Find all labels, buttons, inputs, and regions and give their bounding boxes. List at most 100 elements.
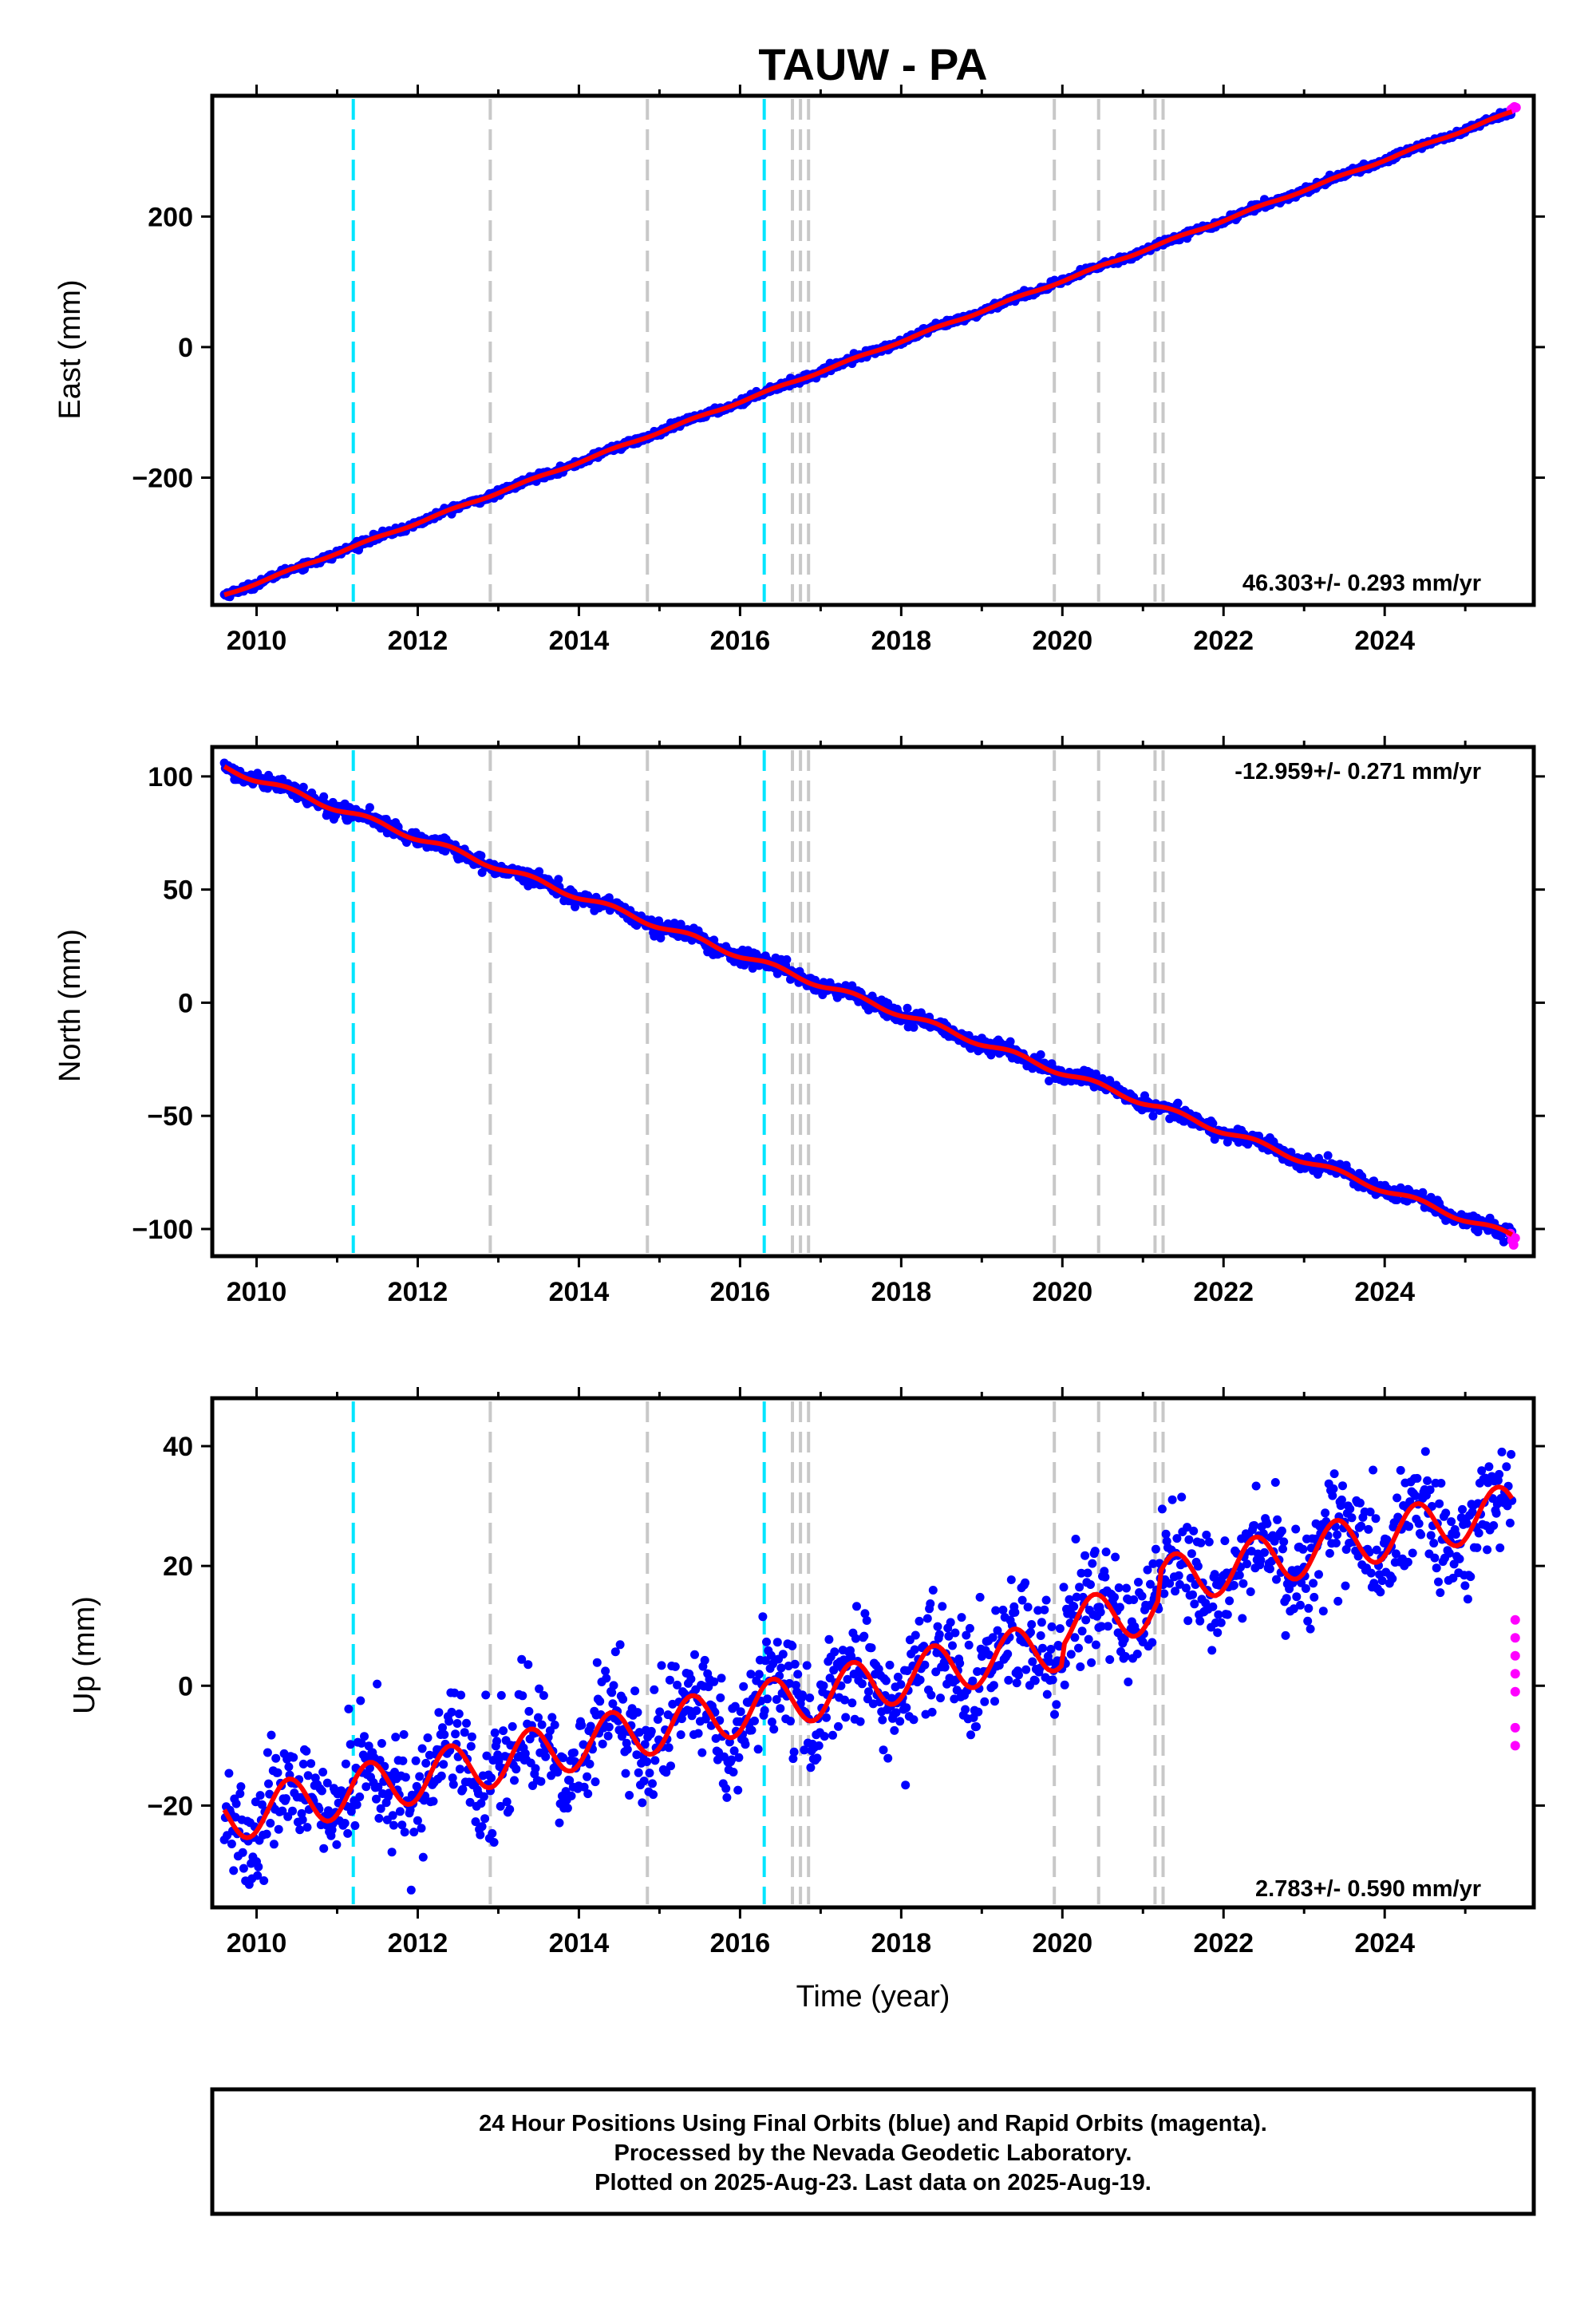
up-point [990, 1697, 999, 1706]
up-point [1030, 1676, 1040, 1686]
up-point [1143, 1565, 1152, 1575]
up-point [778, 1650, 788, 1659]
up-point [1303, 1616, 1313, 1626]
up-point [458, 1784, 468, 1794]
up-point [487, 1773, 496, 1783]
up-point [1052, 1700, 1061, 1709]
up-point [824, 1634, 834, 1644]
up-point [1165, 1579, 1175, 1588]
up-point [700, 1655, 709, 1665]
up-point [547, 1713, 557, 1722]
up-point [421, 1758, 431, 1768]
up-point [1382, 1535, 1392, 1544]
up-point [1403, 1557, 1412, 1567]
north-point [298, 782, 308, 792]
up-point [1186, 1573, 1195, 1583]
up-point [1214, 1610, 1223, 1619]
up-point [965, 1623, 974, 1633]
north-point [319, 792, 329, 801]
up-point [1193, 1562, 1203, 1571]
up-point [1460, 1581, 1470, 1591]
up-point [800, 1745, 809, 1755]
up-point [1080, 1551, 1090, 1560]
up-point [281, 1794, 290, 1804]
up-point [948, 1641, 957, 1650]
up-point [690, 1650, 699, 1659]
up-point [609, 1681, 618, 1690]
up-point [1355, 1498, 1365, 1508]
up-point [673, 1680, 682, 1690]
up-point [830, 1647, 839, 1657]
up-point [725, 1737, 734, 1747]
up-point [352, 1800, 361, 1809]
up-point [389, 1820, 398, 1830]
up-point [962, 1630, 971, 1640]
up-point [476, 1830, 485, 1840]
up-point [423, 1733, 433, 1742]
up-ytick-label: 20 [163, 1551, 193, 1582]
up-point [1451, 1530, 1460, 1539]
up-point [896, 1680, 906, 1690]
east-xtick-label: 2014 [549, 626, 610, 656]
up-point [1105, 1655, 1115, 1664]
up-point [1004, 1675, 1013, 1685]
east-xtick-label: 2020 [1032, 626, 1092, 656]
north-point [1148, 1111, 1158, 1120]
up-point [721, 1784, 731, 1793]
up-point [890, 1725, 899, 1735]
up-point [364, 1741, 373, 1751]
up-point [1279, 1537, 1289, 1547]
north-point [1005, 1037, 1015, 1046]
up-point [1353, 1551, 1363, 1561]
up-point [1171, 1587, 1180, 1596]
up-point [758, 1612, 768, 1622]
up-point [1423, 1476, 1432, 1485]
footer-box: 24 Hour Positions Using Final Orbits (bl… [210, 2087, 1536, 2216]
north-point [554, 875, 563, 884]
up-point [259, 1876, 269, 1885]
up-point [657, 1661, 666, 1670]
up-point [434, 1708, 444, 1717]
up-point [1278, 1544, 1287, 1554]
up-point [397, 1820, 407, 1830]
east-ytick-label: 200 [148, 202, 193, 232]
up-point [1090, 1547, 1100, 1556]
up-point [843, 1674, 852, 1684]
north-ytick-label: −100 [132, 1215, 193, 1245]
up-point [1204, 1537, 1214, 1547]
up-point [1148, 1559, 1158, 1568]
up-point [834, 1721, 843, 1731]
up-point [957, 1613, 966, 1622]
up-point [1416, 1530, 1426, 1539]
up-point [634, 1768, 643, 1777]
up-point [302, 1823, 312, 1832]
up-point [776, 1704, 785, 1713]
up-point [1251, 1481, 1261, 1491]
up-point [1289, 1604, 1298, 1614]
up-point [1495, 1469, 1504, 1479]
up-point [754, 1670, 764, 1679]
up-point [650, 1685, 659, 1694]
up-point [855, 1717, 865, 1726]
up-point [1338, 1481, 1347, 1491]
up-point [1256, 1555, 1266, 1565]
up-point [955, 1658, 965, 1668]
up-point [567, 1791, 576, 1800]
up-point [1366, 1568, 1376, 1578]
up-point [1396, 1465, 1405, 1475]
up-point [489, 1838, 499, 1847]
up-point [1181, 1583, 1191, 1593]
up-point [717, 1674, 726, 1683]
up-point [341, 1759, 350, 1769]
up-point [1458, 1504, 1467, 1514]
up-point [722, 1792, 732, 1802]
up-point [1444, 1548, 1454, 1558]
north-rate: -12.959+/- 0.271 mm/yr [1235, 759, 1481, 785]
east-xtick-label: 2022 [1193, 626, 1254, 656]
up-point [236, 1782, 246, 1792]
up-point [1489, 1521, 1499, 1530]
up-point [262, 1829, 271, 1839]
up-point [1017, 1595, 1027, 1605]
up-point [1426, 1531, 1436, 1540]
